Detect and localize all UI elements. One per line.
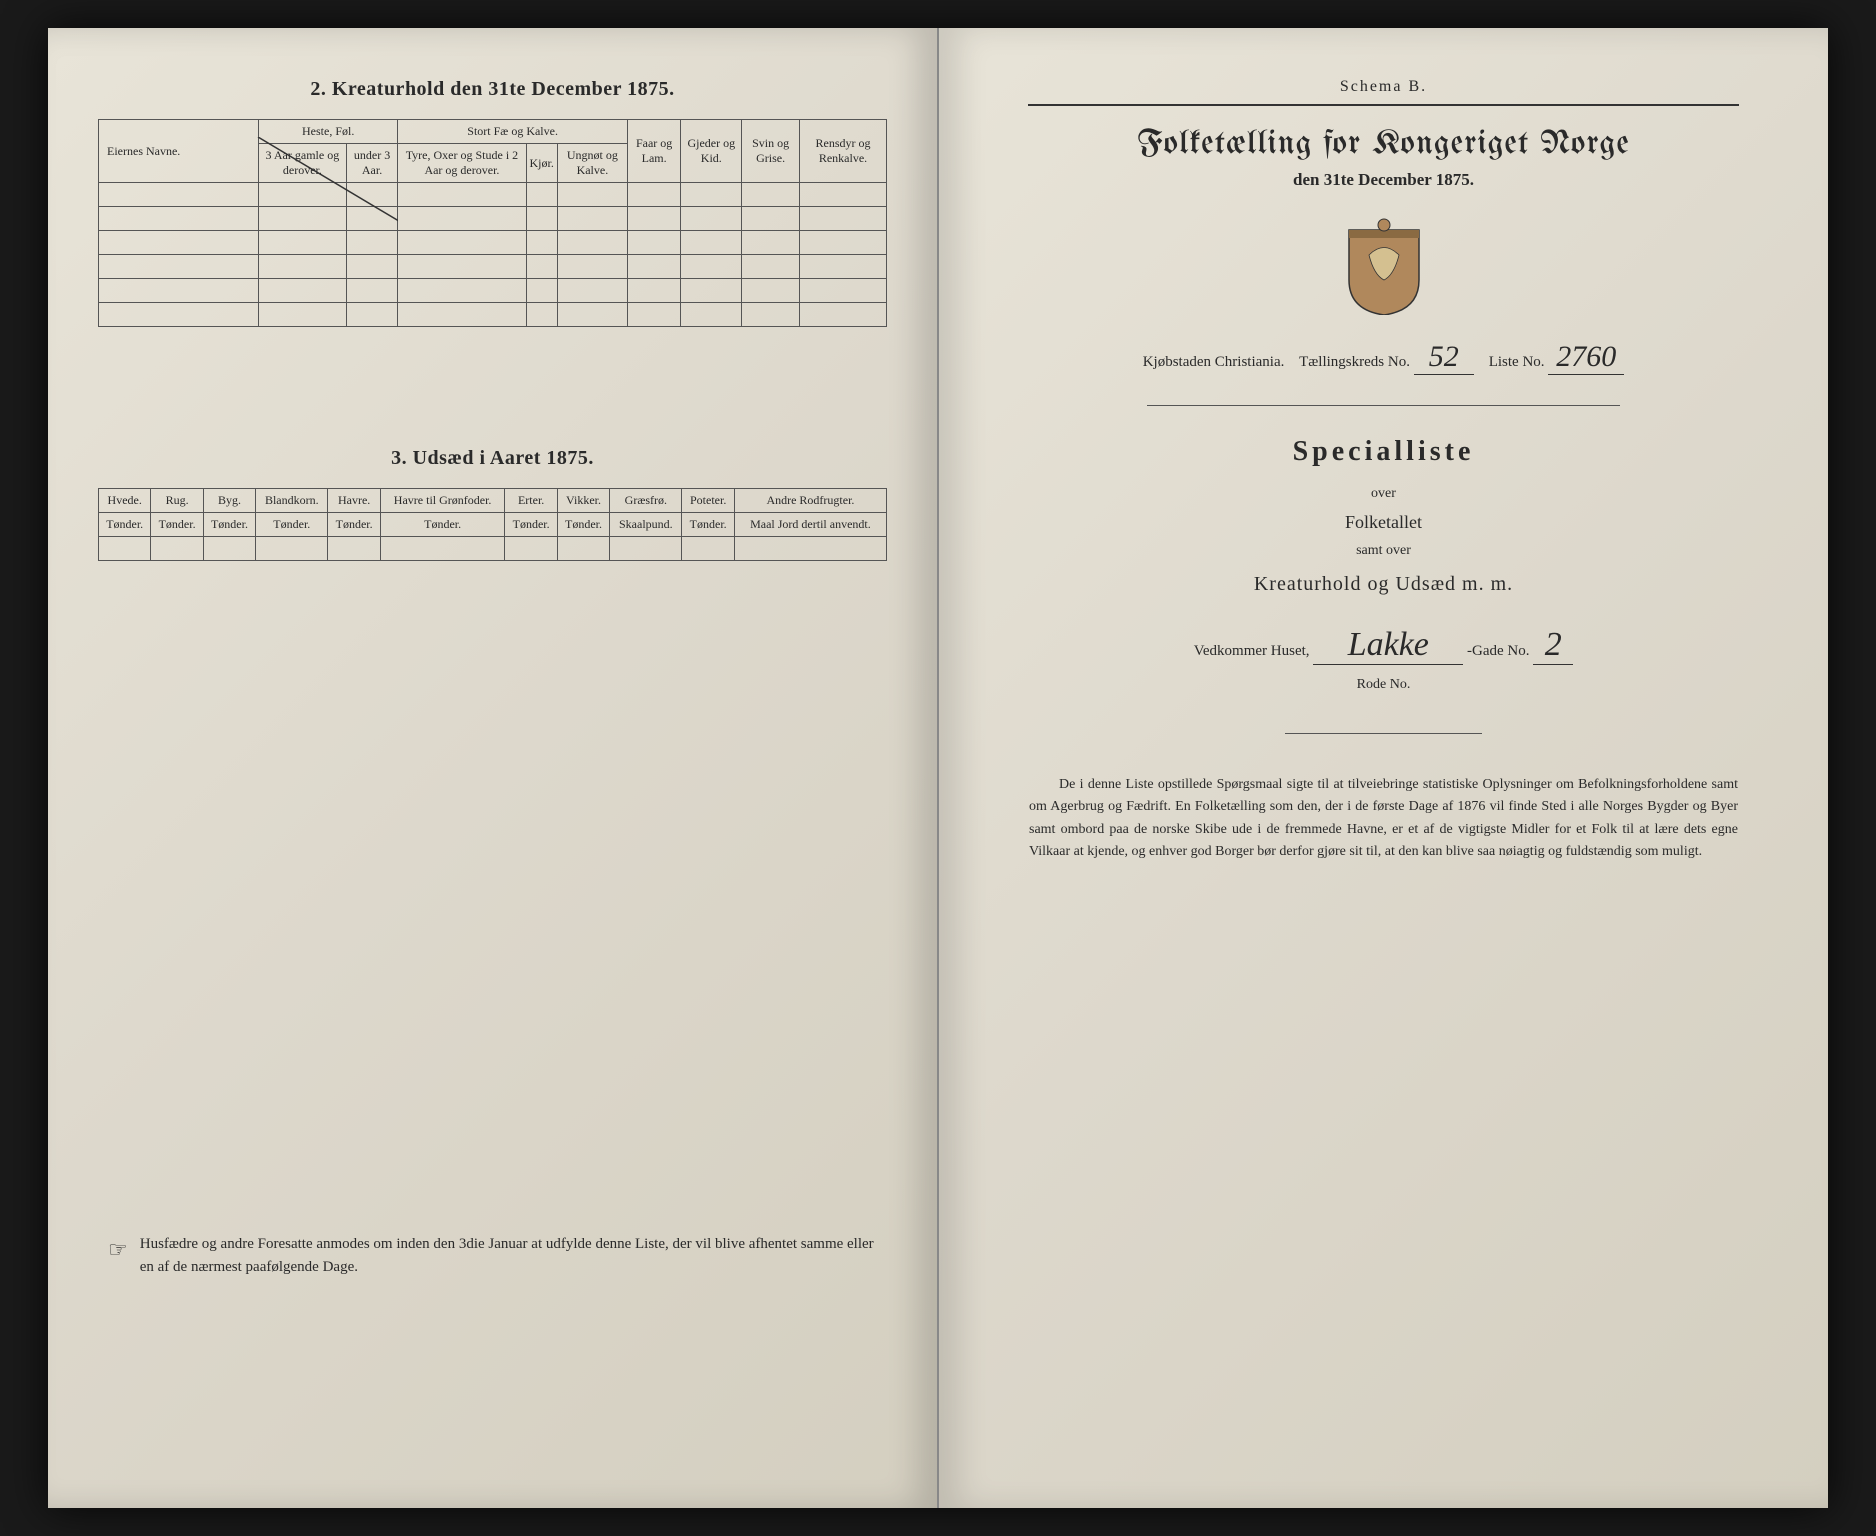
col-rensdyr: Rensdyr og Renkalve. xyxy=(800,120,887,183)
u4: Tønder. xyxy=(256,513,328,537)
main-title: Folketælling for Kongeriget Norge xyxy=(989,126,1778,162)
u10: Tønder. xyxy=(682,513,734,537)
kreds-label: Tællingskreds No. xyxy=(1299,354,1410,370)
divider-3 xyxy=(1285,733,1482,734)
u8: Tønder. xyxy=(557,513,609,537)
col-svin: Svin og Grise. xyxy=(742,120,800,183)
u6: Tønder. xyxy=(380,513,505,537)
over-1: over xyxy=(989,486,1778,502)
kreaturhold-table: Eiernes Navne. Heste, Føl. Stort Fæ og K… xyxy=(98,119,887,327)
footer-note: ☞ Husfædre og andre Foresatte anmodes om… xyxy=(108,1233,877,1278)
footer-text: Husfædre og andre Foresatte anmodes om i… xyxy=(140,1233,877,1278)
divider-2 xyxy=(1147,405,1620,406)
c-erter: Erter. xyxy=(505,489,557,513)
section3-title: 3. Udsæd i Aaret 1875. xyxy=(98,447,887,470)
col-heste: Heste, Føl. xyxy=(259,120,398,144)
u3: Tønder. xyxy=(203,513,255,537)
col-faar: Faar og Lam. xyxy=(627,120,680,183)
col-gjeder: Gjeder og Kid. xyxy=(681,120,742,183)
gade-name: Lakke xyxy=(1313,626,1463,665)
divider xyxy=(1028,104,1738,106)
district-line: Kjøbstaden Christiania. Tællingskreds No… xyxy=(989,340,1778,375)
gade-no: 2 xyxy=(1533,626,1573,665)
c-rug: Rug. xyxy=(151,489,203,513)
c-andre: Andre Rodfrugter. xyxy=(734,489,886,513)
col-stortfae: Stort Fæ og Kalve. xyxy=(398,120,628,144)
liste-label: Liste No. xyxy=(1489,354,1545,370)
u9: Skaalpund. xyxy=(610,513,682,537)
samt-over: samt over xyxy=(989,543,1778,559)
right-page: Schema B. Folketælling for Kongeriget No… xyxy=(939,28,1828,1508)
u5: Tønder. xyxy=(328,513,380,537)
col-heste-a: 3 Aar gamle og derover. xyxy=(259,144,347,183)
gade-label: -Gade No. xyxy=(1467,643,1529,659)
subtitle: den 31te December 1875. xyxy=(989,170,1778,190)
c-vikker: Vikker. xyxy=(557,489,609,513)
house-line: Vedkommer Huset, Lakke -Gade No. 2 xyxy=(989,626,1778,665)
c-hvede: Hvede. xyxy=(99,489,151,513)
c-poteter: Poteter. xyxy=(682,489,734,513)
col-stort-b: Kjør. xyxy=(526,144,557,183)
c-graesfro: Græsfrø. xyxy=(610,489,682,513)
section2-title: 2. Kreaturhold den 31te December 1875. xyxy=(98,78,887,101)
col-stort-c: Ungnøt og Kalve. xyxy=(557,144,627,183)
col-stort-a: Tyre, Oxer og Stude i 2 Aar og derover. xyxy=(398,144,526,183)
u7: Tønder. xyxy=(505,513,557,537)
liste-no: 2760 xyxy=(1548,340,1624,375)
kreds-no: 52 xyxy=(1414,340,1474,375)
c-havre-gron: Havre til Grønfoder. xyxy=(380,489,505,513)
city-label: Kjøbstaden Christiania. xyxy=(1143,354,1285,370)
schema-label: Schema B. xyxy=(989,78,1778,96)
u11: Maal Jord dertil anvendt. xyxy=(734,513,886,537)
bottom-paragraph: De i denne Liste opstillede Spørgsmaal s… xyxy=(989,774,1778,864)
left-page: 2. Kreaturhold den 31te December 1875. E… xyxy=(48,28,939,1508)
pointing-hand-icon: ☞ xyxy=(108,1233,128,1278)
c-havre: Havre. xyxy=(328,489,380,513)
u1: Tønder. xyxy=(99,513,151,537)
c-byg: Byg. xyxy=(203,489,255,513)
vedkommer-label: Vedkommer Huset, xyxy=(1194,643,1310,659)
c-blandkorn: Blandkorn. xyxy=(256,489,328,513)
folketallet: Folketallet xyxy=(989,512,1778,533)
u2: Tønder. xyxy=(151,513,203,537)
udsaed-table: Hvede. Rug. Byg. Blandkorn. Havre. Havre… xyxy=(98,488,887,561)
rode-line: Rode No. xyxy=(989,677,1778,693)
specialliste-title: Specialliste xyxy=(989,436,1778,468)
coat-of-arms-icon xyxy=(1339,215,1429,315)
kreatur-line: Kreaturhold og Udsæd m. m. xyxy=(989,573,1778,596)
col-heste-b: under 3 Aar. xyxy=(346,144,398,183)
col-eiernes: Eiernes Navne. xyxy=(99,120,259,183)
